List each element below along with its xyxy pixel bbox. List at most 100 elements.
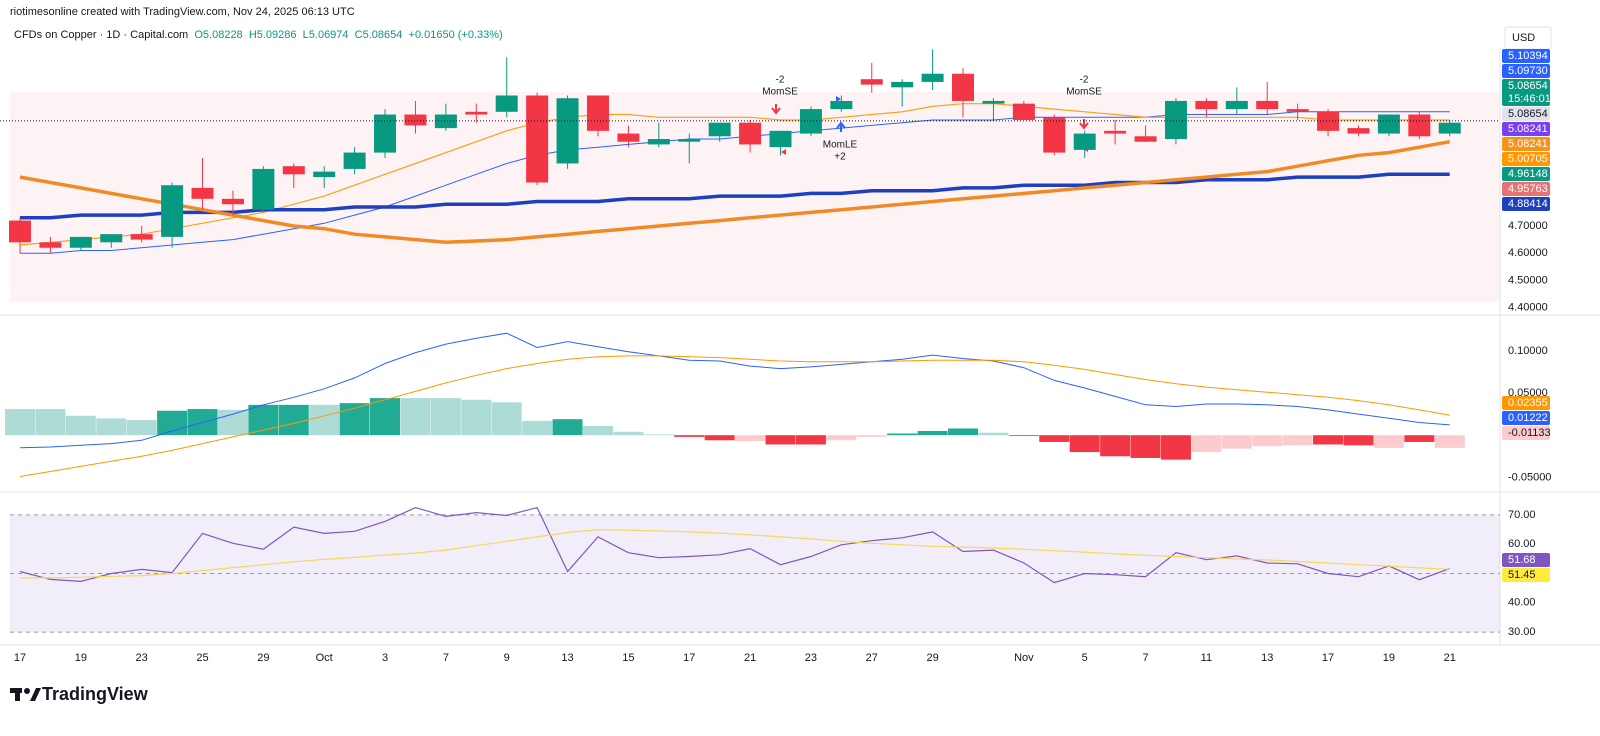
candle-body	[739, 122, 762, 145]
candle-body	[1164, 100, 1187, 139]
candle-body	[343, 152, 366, 169]
x-tick-label: 23	[805, 652, 817, 664]
x-tick-label: Oct	[316, 652, 333, 664]
annotation: MomSE	[762, 87, 798, 98]
x-tick-label: 7	[1142, 652, 1148, 664]
annotation: +2	[834, 152, 846, 163]
price-badge	[1502, 411, 1550, 425]
histogram-bar	[461, 399, 492, 436]
price-badge	[1502, 122, 1550, 136]
candle-body	[221, 198, 244, 205]
candle-body	[1012, 103, 1035, 120]
price-badge	[1502, 182, 1550, 196]
price-badge-text: 4.96148	[1508, 168, 1548, 180]
candle-body	[1286, 109, 1309, 112]
histogram-bar	[309, 404, 340, 436]
price-badge-text: 5.10394	[1508, 50, 1548, 62]
price-badge-text: 5.08654	[1508, 80, 1548, 92]
rsi-line	[19, 506, 1450, 584]
price-badge-text: 4.95763	[1508, 183, 1548, 195]
price-badge	[1502, 49, 1550, 63]
histogram-bar	[1373, 435, 1404, 448]
price-badge-text: -0.01133	[1508, 427, 1551, 439]
candle-body	[191, 187, 214, 199]
candle-body	[161, 185, 184, 237]
x-tick-label: 21	[1444, 652, 1456, 664]
histogram-bar	[643, 434, 674, 436]
signal-marker	[781, 149, 786, 155]
candle-body	[1377, 114, 1400, 134]
macd-line	[19, 355, 1450, 477]
histogram-bar	[400, 398, 431, 436]
logo-icon	[10, 688, 41, 701]
candle-body	[982, 100, 1005, 104]
candle-body	[769, 130, 792, 148]
histogram-bar	[522, 420, 553, 436]
histogram-bar	[735, 435, 766, 442]
price-badge-text: 4.88414	[1508, 198, 1548, 210]
histogram-bar	[1130, 435, 1161, 458]
candle-body	[586, 95, 609, 131]
y-tick-label: 40.00	[1508, 597, 1536, 609]
histogram-bar	[1404, 435, 1435, 442]
histogram-bar	[35, 409, 66, 436]
candle-body	[1104, 130, 1127, 134]
change: +0.01650 (+0.33%)	[408, 29, 503, 41]
signal-arrow	[771, 104, 781, 115]
x-tick-label: 29	[257, 652, 269, 664]
close: C5.08654	[354, 29, 403, 41]
x-tick-label: 13	[1261, 652, 1273, 664]
price-badge-text: 5.08241	[1508, 138, 1548, 150]
histogram-bar	[1252, 435, 1283, 447]
histogram-bar	[948, 428, 979, 436]
annotation: -2	[776, 75, 785, 86]
y-tick-label: 70.00	[1508, 509, 1536, 521]
signal-arrow	[1079, 119, 1089, 130]
y-tick-label: 4.70000	[1508, 220, 1548, 232]
y-tick-label: 0.05000	[1508, 387, 1548, 399]
annotation: -2	[1080, 75, 1089, 86]
histogram-bar	[1191, 435, 1222, 453]
candle-body	[404, 114, 427, 126]
candle-body	[282, 166, 305, 175]
histogram-bar	[1343, 435, 1374, 446]
histogram-bar	[1434, 435, 1465, 448]
price-badge	[1502, 64, 1550, 78]
histogram-bar	[96, 418, 127, 436]
open: O5.08228	[194, 29, 243, 41]
y-tick-label: 4.50000	[1508, 274, 1548, 286]
x-tick-label: 17	[1322, 652, 1334, 664]
price-badge	[1502, 79, 1550, 106]
x-tick-label: 25	[196, 652, 208, 664]
histogram-bar	[795, 435, 826, 445]
price-badge	[1502, 426, 1550, 440]
histogram-bar	[613, 431, 644, 436]
indicator-line	[19, 103, 1450, 246]
candle-body	[952, 73, 975, 101]
candle-body	[39, 242, 62, 248]
price-badge-text: 0.02355	[1508, 397, 1548, 409]
x-tick-label: 3	[382, 652, 388, 664]
high: H5.09286	[248, 29, 297, 41]
histogram-bar	[278, 404, 309, 436]
credit: riotimesonline created with TradingView.…	[10, 6, 355, 18]
histogram-bar	[1100, 435, 1131, 457]
candle-body	[1043, 117, 1066, 153]
x-tick-label: 17	[683, 652, 695, 664]
symbol: CFDs on Copper · 1D · Capital.com	[14, 29, 189, 41]
candle-body	[434, 114, 457, 129]
x-tick-label: 21	[744, 652, 756, 664]
price-badge	[1502, 167, 1550, 181]
x-tick-label: 9	[504, 652, 510, 664]
candle-body	[1347, 128, 1370, 134]
currency: USD	[1512, 32, 1535, 44]
x-tick-label: 17	[14, 652, 26, 664]
x-tick-label: 19	[75, 652, 87, 664]
histogram-bar	[126, 420, 157, 436]
x-tick-label: 29	[926, 652, 938, 664]
histogram-bar	[1221, 435, 1252, 449]
histogram-bar	[582, 425, 613, 436]
annotation: MomLE	[823, 140, 858, 151]
candle-body	[100, 234, 123, 243]
